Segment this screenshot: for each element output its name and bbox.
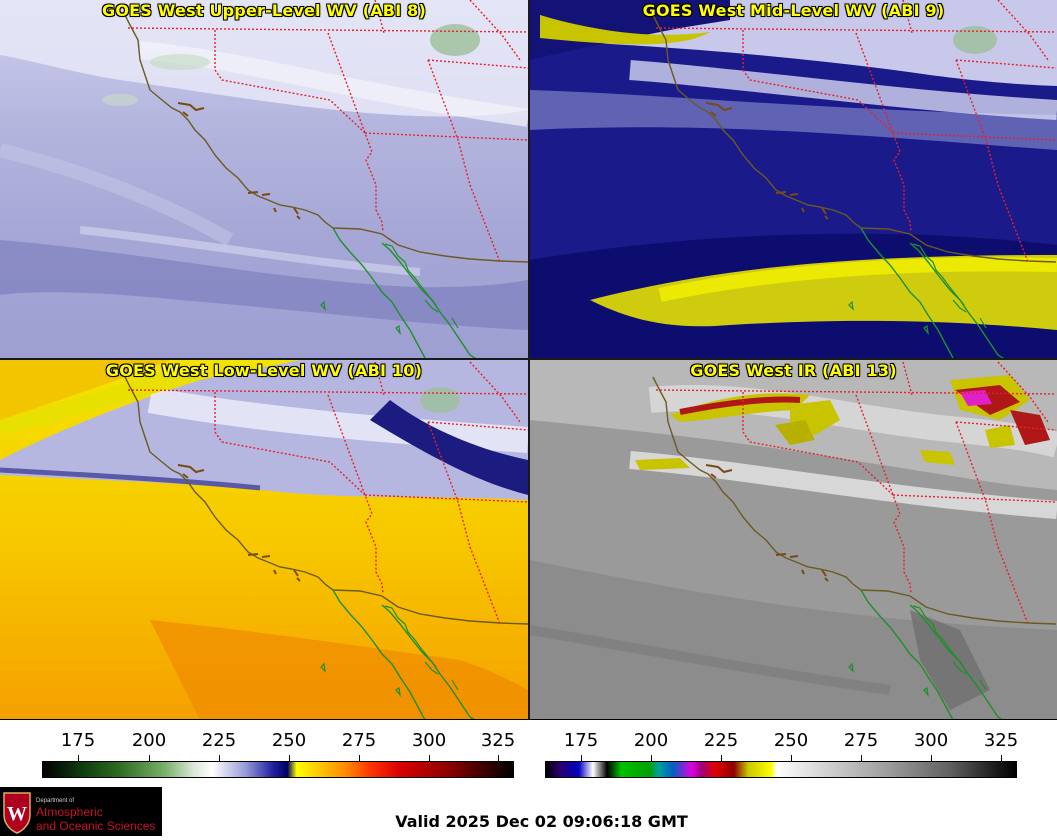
ir-tick-label: 250 — [773, 730, 809, 751]
panel-title: GOES West IR (ABI 13) — [690, 361, 897, 380]
ir-tick-label: 325 — [983, 730, 1019, 751]
wv-tick-label: 175 — [60, 730, 96, 751]
ir-tick-label: 300 — [913, 730, 949, 751]
wv-tick-mark — [429, 755, 430, 761]
mid-level-wv-image — [530, 0, 1057, 358]
panels-frame — [0, 719, 1057, 720]
ir-tick-mark — [861, 755, 862, 761]
wv-tick-label: 300 — [411, 730, 447, 751]
wv-tick-mark — [219, 755, 220, 761]
valid-time-label: Valid 2025 Dec 02 09:06:18 GMT — [395, 812, 688, 831]
wv-tick-label: 250 — [271, 730, 307, 751]
ir-tick-label: 200 — [633, 730, 669, 751]
panel-divider-vertical — [528, 0, 530, 720]
wv-color-scale: 175 200 225 250 275 300 325 — [0, 722, 530, 780]
ir-color-scale: 175 200 225 250 275 300 325 — [530, 722, 1057, 780]
ir-tick-mark — [721, 755, 722, 761]
crest-letter: W — [7, 803, 27, 825]
ir-tick-label: 175 — [563, 730, 599, 751]
ir-tick-mark — [791, 755, 792, 761]
ir-colorbar — [545, 761, 1017, 778]
wv-tick-label: 325 — [480, 730, 516, 751]
logo-line-1: Department of — [36, 798, 74, 804]
wv-tick-mark — [359, 755, 360, 761]
panel-upper-level-wv: GOES West Upper-Level WV (ABI 8) — [0, 0, 528, 358]
low-level-wv-image — [0, 360, 528, 720]
aos-logo: W Department of Atmospheric and Oceanic … — [0, 787, 162, 836]
wv-tick-mark — [149, 755, 150, 761]
panel-title: GOES West Mid-Level WV (ABI 9) — [642, 1, 945, 20]
ir-tick-mark — [931, 755, 932, 761]
wv-tick-label: 275 — [341, 730, 377, 751]
upper-level-wv-image — [0, 0, 528, 358]
panel-divider-horizontal — [0, 358, 1057, 360]
ir-tick-label: 225 — [703, 730, 739, 751]
ir-image — [530, 360, 1057, 720]
wv-tick-label: 225 — [201, 730, 237, 751]
panel-title: GOES West Upper-Level WV (ABI 8) — [102, 1, 426, 20]
wv-tick-mark — [289, 755, 290, 761]
wv-colorbar — [42, 761, 514, 778]
logo-line-2: Atmospheric — [36, 805, 103, 819]
logo-line-3: and Oceanic Sciences — [36, 819, 155, 833]
wv-tick-label: 200 — [131, 730, 167, 751]
uw-crest-icon: W Department of Atmospheric and Oceanic … — [3, 792, 155, 834]
wv-tick-mark — [78, 755, 79, 761]
ir-tick-mark — [651, 755, 652, 761]
panel-ir: GOES West IR (ABI 13) — [530, 360, 1057, 720]
panel-title: GOES West Low-Level WV (ABI 10) — [105, 361, 423, 380]
ir-tick-mark — [1001, 755, 1002, 761]
panel-low-level-wv: GOES West Low-Level WV (ABI 10) — [0, 360, 528, 720]
wv-tick-mark — [498, 755, 499, 761]
ir-tick-mark — [581, 755, 582, 761]
panel-mid-level-wv: GOES West Mid-Level WV (ABI 9) — [530, 0, 1057, 358]
ir-tick-label: 275 — [843, 730, 879, 751]
